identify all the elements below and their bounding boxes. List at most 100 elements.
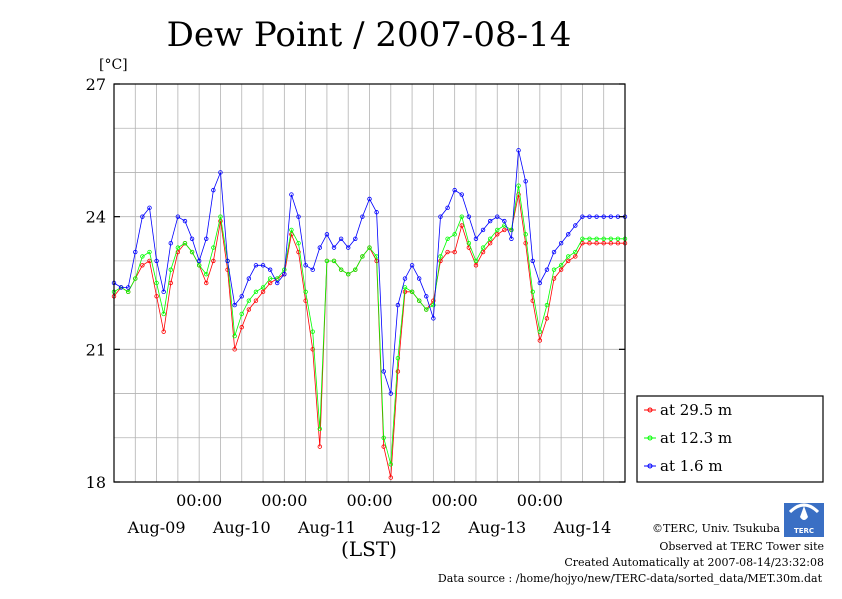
credit-source: Data source : /home/hojyo/new/TERC-data/… <box>438 572 823 585</box>
data-point <box>289 232 294 237</box>
data-point <box>558 267 564 272</box>
data-point <box>388 475 393 480</box>
data-point <box>587 240 592 246</box>
data-point <box>566 258 571 264</box>
data-point <box>409 289 415 295</box>
data-point <box>608 214 614 219</box>
data-point <box>544 267 550 272</box>
data-point <box>523 179 528 184</box>
data-point <box>232 302 237 308</box>
data-point <box>537 329 543 334</box>
data-point <box>551 267 557 272</box>
x-day-label: Aug-11 <box>297 518 356 537</box>
data-point <box>125 289 131 295</box>
data-point <box>544 302 550 308</box>
data-point <box>495 214 500 219</box>
data-point <box>189 249 195 255</box>
data-point <box>346 271 351 277</box>
data-point <box>289 192 294 197</box>
legend-entries: at 29.5 m at 12.3 m at 1.6 m <box>644 401 732 475</box>
data-point <box>537 280 543 286</box>
data-point <box>537 338 543 343</box>
data-point <box>558 263 564 268</box>
data-point <box>438 214 443 219</box>
data-point <box>587 214 592 219</box>
data-point <box>452 249 457 255</box>
data-point <box>594 240 599 246</box>
x-day-label: Aug-12 <box>382 518 441 537</box>
data-point <box>218 218 223 224</box>
data-point <box>182 218 188 224</box>
data-point <box>260 263 266 268</box>
data-point <box>346 245 351 250</box>
data-point <box>615 240 621 246</box>
legend-marker <box>647 407 653 413</box>
data-point <box>289 227 294 233</box>
data-point <box>608 236 614 241</box>
data-point <box>367 245 372 250</box>
data-point <box>296 240 301 246</box>
grid-lines <box>114 84 625 482</box>
legend-label: at 1.6 m <box>660 457 723 475</box>
data-point <box>473 258 479 264</box>
data-point <box>566 232 571 237</box>
data-point <box>452 187 457 193</box>
axis-tick-labels: 27 24 21 18 00:00 00:00 00:00 00:00 00:00 Aug-09 A… <box>86 75 625 537</box>
data-point <box>381 369 386 374</box>
data-point <box>601 214 606 219</box>
data-point <box>175 214 181 219</box>
data-point <box>608 240 614 246</box>
data-point <box>374 210 379 215</box>
data-point <box>204 280 209 286</box>
data-point <box>196 258 202 264</box>
x-day-label: Aug-09 <box>127 518 186 537</box>
data-point <box>260 285 266 290</box>
data-point <box>367 196 372 202</box>
x-midnight-label: 00:00 <box>176 491 222 510</box>
data-point <box>303 289 308 295</box>
data-point <box>218 170 223 175</box>
data-point <box>182 240 188 246</box>
data-point <box>580 214 585 219</box>
data-point <box>416 298 422 303</box>
x-day-label: Aug-10 <box>212 518 271 537</box>
x-day-label: Aug-14 <box>552 518 611 537</box>
data-point <box>381 435 386 440</box>
data-point <box>360 214 365 219</box>
data-point <box>147 205 152 211</box>
y-tick-label: 18 <box>86 473 106 492</box>
data-point <box>267 276 273 281</box>
data-point <box>140 254 145 259</box>
data-point <box>211 245 216 250</box>
data-point <box>175 245 181 250</box>
data-point <box>246 276 252 281</box>
data-point <box>168 240 173 246</box>
plot-frame <box>113 83 626 483</box>
data-point <box>509 227 514 233</box>
data-point <box>239 311 244 317</box>
data-point <box>530 258 535 264</box>
series-layer <box>111 148 628 480</box>
data-point <box>431 298 436 303</box>
data-point <box>310 329 315 334</box>
data-point <box>267 280 273 286</box>
data-point <box>296 214 301 219</box>
data-point <box>168 267 173 272</box>
legend-marker <box>647 463 653 469</box>
data-point <box>573 223 578 228</box>
data-point <box>246 307 252 312</box>
data-point <box>516 183 521 188</box>
data-point <box>516 148 521 153</box>
data-point <box>140 263 145 268</box>
data-point <box>502 227 507 233</box>
data-point <box>204 236 209 241</box>
data-point <box>253 263 259 268</box>
data-point <box>580 240 585 246</box>
y-tick-label: 27 <box>86 75 106 94</box>
data-point <box>573 254 578 259</box>
data-point <box>196 263 202 268</box>
data-point <box>580 236 585 241</box>
data-point <box>594 214 599 219</box>
data-point <box>431 302 436 308</box>
data-point <box>558 240 564 246</box>
